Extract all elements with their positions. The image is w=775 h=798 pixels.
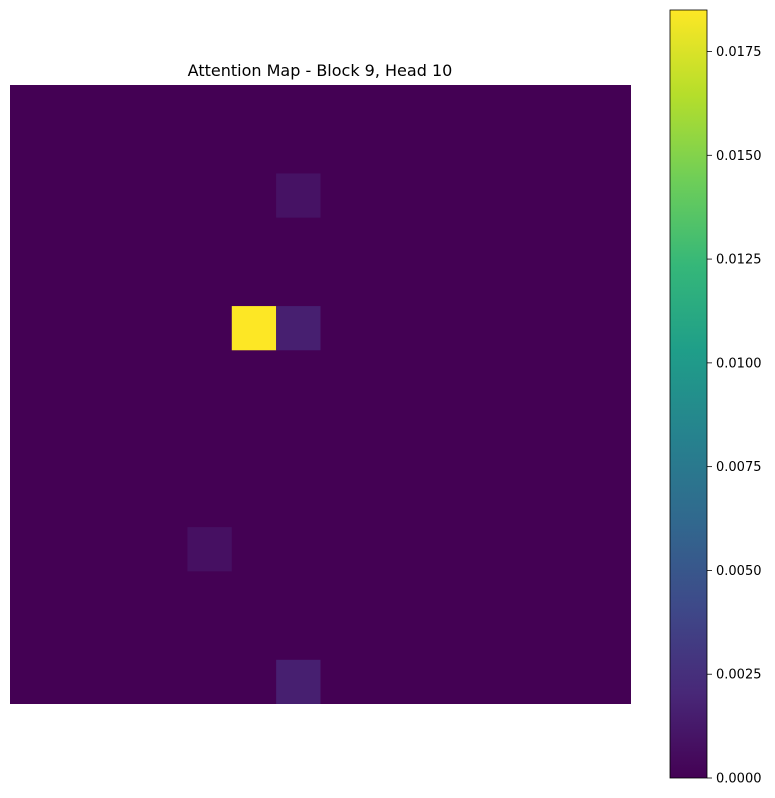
- colorbar-frame: [669, 9, 708, 779]
- colorbar: 0.0000 0.0025 0.0050 0.0075 0.0100 0.0125 0.01…: [669, 9, 762, 787]
- colorbar-tick-label: 0.0125: [716, 253, 762, 268]
- heatmap-cell: [187, 527, 232, 572]
- colorbar-tick-label: 0.0050: [716, 564, 762, 579]
- colorbar-tick-label: 0.0075: [716, 460, 762, 475]
- heatmap-cell: [276, 659, 321, 704]
- colorbar-gradient: [670, 10, 707, 778]
- heatmap: [10, 85, 631, 704]
- chart-title: Attention Map - Block 9, Head 10: [188, 61, 453, 80]
- heatmap-cell: [231, 306, 277, 351]
- colorbar-tick-label: 0.0025: [716, 668, 762, 683]
- heatmap-cell: [276, 173, 321, 218]
- colorbar-tick-label: 0.0100: [716, 356, 762, 371]
- heatmap-cell: [276, 306, 321, 351]
- colorbar-tick-label: 0.0175: [716, 45, 762, 60]
- colorbar-tick-label: 0.0000: [716, 772, 762, 787]
- colorbar-tick-label: 0.0150: [716, 149, 762, 164]
